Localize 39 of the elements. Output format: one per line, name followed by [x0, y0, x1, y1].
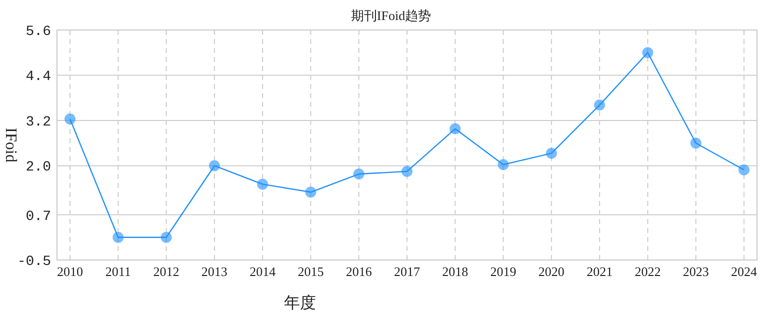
point [353, 168, 364, 180]
y-tick-label: -0.5 [17, 254, 51, 270]
point [257, 178, 268, 190]
point [450, 123, 461, 134]
point [64, 113, 76, 124]
x-tick-label: 2015 [298, 264, 324, 279]
x-tick-label: 2011 [105, 264, 131, 279]
point [160, 232, 172, 243]
x-tick-label: 2019 [490, 264, 516, 279]
x-tick-label: 2014 [250, 264, 276, 279]
x-tick-label: 2024 [731, 264, 758, 279]
x-tick-label: 2013 [201, 264, 228, 279]
x-tick-label: 2018 [442, 264, 468, 279]
point [498, 159, 509, 170]
x-tick-label: 2023 [682, 264, 709, 279]
x-tick-label: 2017 [394, 264, 420, 279]
x-tick-label: 2010 [57, 264, 83, 279]
point [594, 100, 606, 111]
y-tick-label: 5.6 [26, 24, 51, 40]
point [112, 232, 124, 243]
y-tick-label: 0.7 [26, 208, 51, 225]
y-tick-label: 2.0 [26, 160, 51, 176]
x-tick-label: 2021 [586, 264, 613, 279]
point [642, 47, 654, 58]
x-tick-label: 2020 [538, 264, 564, 279]
y-tick-label: 3.2 [26, 114, 51, 130]
point [546, 148, 557, 159]
point [305, 186, 316, 198]
point [402, 166, 412, 177]
point [208, 160, 220, 172]
chart-title: 期刊IFoid趋势 [350, 8, 432, 23]
x-axis-title: 年度 [284, 294, 316, 312]
y-axis-title: IFoid [2, 128, 19, 162]
point [738, 164, 750, 176]
x-tick-label: 2016 [346, 264, 372, 279]
y-tick-label: 4.4 [26, 69, 51, 86]
x-tick-label: 2012 [153, 264, 180, 279]
x-tick-label: 2022 [634, 264, 661, 279]
point [690, 138, 702, 149]
